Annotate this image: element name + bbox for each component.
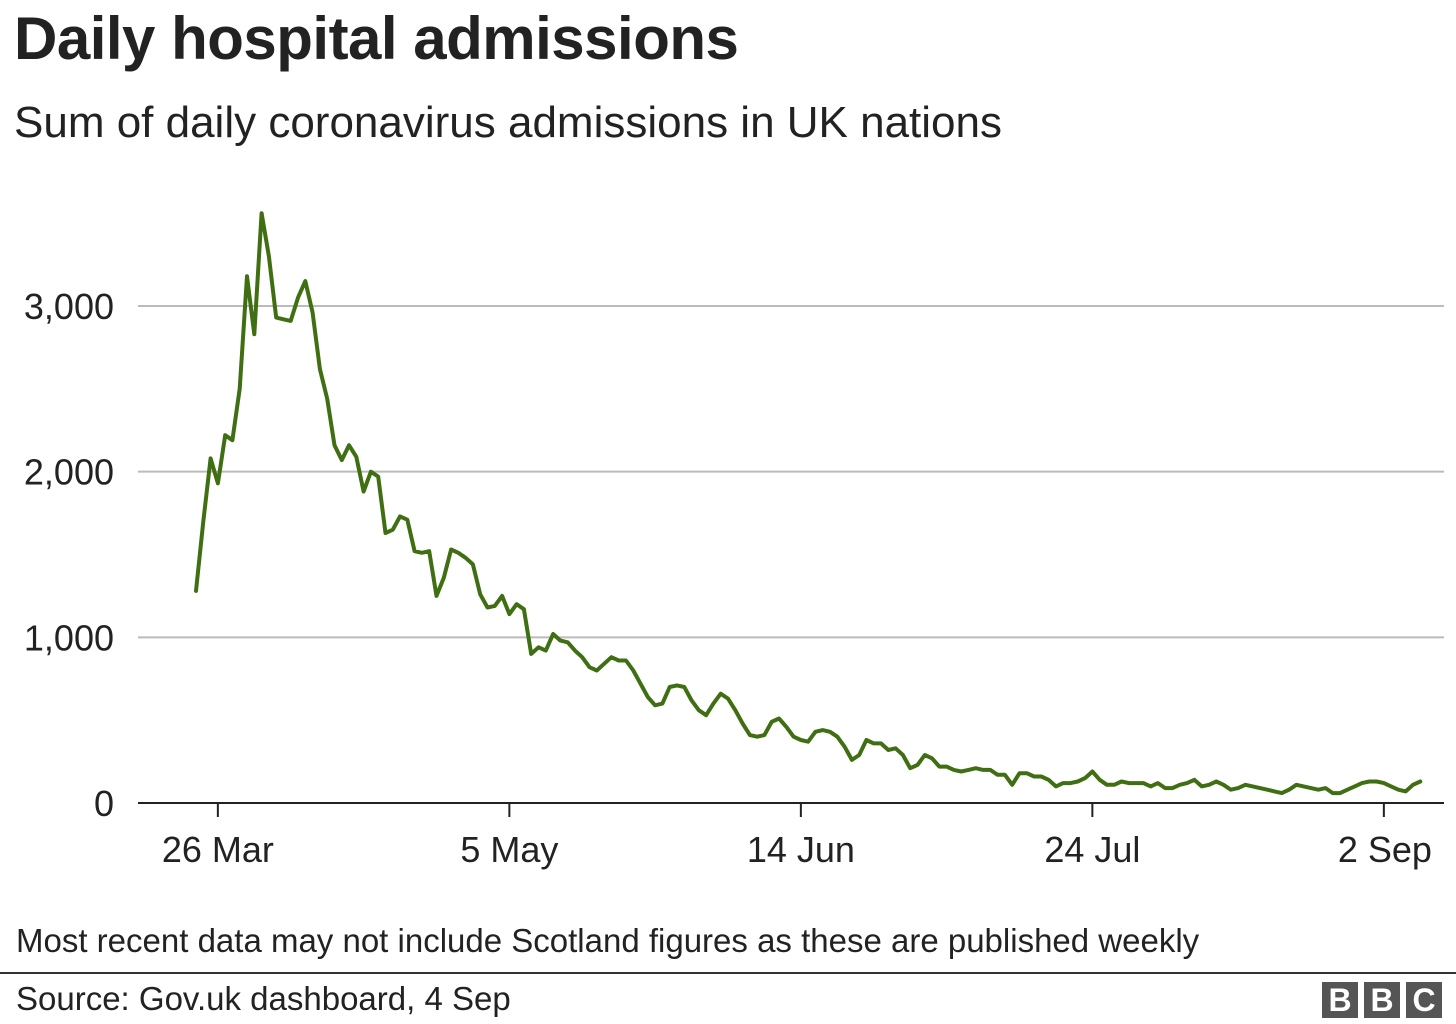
gridlines bbox=[138, 305, 1444, 639]
x-axis: 26 Mar 5 May 14 Jun 24 Jul 2 Sep bbox=[138, 802, 1444, 870]
x-tick-label: 26 Mar bbox=[162, 829, 274, 870]
y-axis-labels: 0 1,000 2,000 3,000 bbox=[24, 286, 114, 824]
y-tick-label: 2,000 bbox=[24, 452, 114, 493]
bbc-logo-block-3: C bbox=[1406, 982, 1442, 1018]
x-tick-label: 2 Sep bbox=[1338, 829, 1432, 870]
footer-divider bbox=[0, 972, 1456, 974]
series-group bbox=[194, 211, 1423, 796]
source-text: Source: Gov.uk dashboard, 4 Sep bbox=[16, 980, 511, 1017]
y-tick-label: 3,000 bbox=[24, 286, 114, 327]
bbc-logo: B B C bbox=[1322, 982, 1442, 1018]
footnote: Most recent data may not include Scotlan… bbox=[16, 922, 1200, 959]
y-tick-label: 1,000 bbox=[24, 617, 114, 658]
x-tick-label: 14 Jun bbox=[747, 829, 855, 870]
bbc-logo-block-1: B bbox=[1322, 982, 1358, 1018]
bbc-logo-block-2: B bbox=[1364, 982, 1400, 1018]
chart-subtitle: Sum of daily coronavirus admissions in U… bbox=[14, 98, 1003, 147]
chart-title: Daily hospital admissions bbox=[14, 5, 739, 72]
line-chart: 0 1,000 2,000 3,000 26 Mar 5 May 14 Jun 24 Jul… bbox=[24, 211, 1444, 870]
x-tick-label: 24 Jul bbox=[1044, 829, 1140, 870]
series-line bbox=[194, 211, 1423, 796]
x-tick-label: 5 May bbox=[460, 829, 558, 870]
y-tick-label: 0 bbox=[94, 783, 114, 824]
